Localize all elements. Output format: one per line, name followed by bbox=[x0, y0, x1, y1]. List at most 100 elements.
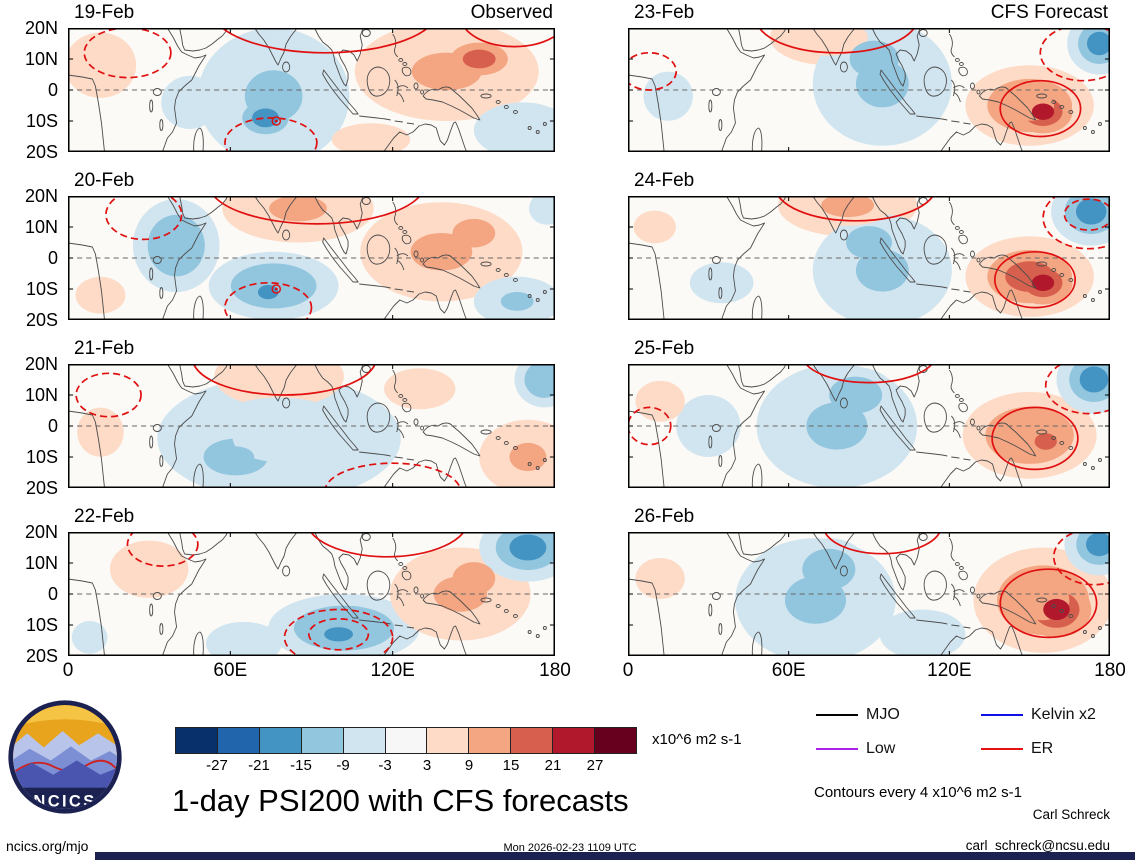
y-tick-label: 10N bbox=[24, 385, 58, 405]
colorbar-cells bbox=[175, 727, 637, 754]
footer-timestamp: Mon 2026-02-23 1109 UTC bbox=[503, 842, 637, 854]
red-contours bbox=[83, 28, 555, 152]
panel-frame bbox=[628, 28, 1110, 152]
panel-date-label: 23-Feb bbox=[634, 2, 695, 23]
x-axis-labels-forecast: 0 60E 120E 180 bbox=[623, 660, 1126, 686]
panel-frame bbox=[628, 196, 1110, 320]
map-canvas bbox=[68, 364, 555, 488]
y-tick-label: 10S bbox=[25, 447, 58, 467]
colorbar-tick: 9 bbox=[464, 757, 474, 774]
forecast-column: 23-Feb CFS Forecast 24-Feb 25-Feb 26-Feb bbox=[628, 0, 1110, 665]
legend-label: ER bbox=[1031, 740, 1054, 757]
logo-art: NCICS bbox=[13, 705, 117, 811]
ncics-logo: NCICS bbox=[8, 700, 122, 814]
colorbar-tick: 15 bbox=[502, 757, 520, 774]
x-tick-label: 120E bbox=[370, 660, 415, 681]
y-tick-label: 20N bbox=[24, 18, 58, 38]
colorbar-cell bbox=[301, 728, 344, 753]
panel-frame bbox=[68, 532, 555, 656]
y-tick-label: 20S bbox=[25, 646, 58, 666]
red-contours bbox=[628, 28, 1110, 138]
panel-frame bbox=[68, 196, 555, 320]
legend-item-low: Low bbox=[816, 740, 981, 758]
legend-item-kelvin-x2: Kelvin x2 bbox=[981, 706, 1116, 724]
colorbar-cell bbox=[385, 728, 428, 753]
coastlines bbox=[68, 196, 547, 320]
footer-email: carl_schreck@ncsu.edu bbox=[965, 838, 1110, 853]
y-tick-label: 0 bbox=[47, 248, 58, 268]
panel-date-label: 19-Feb bbox=[74, 2, 135, 23]
colorbar-tick-labels: -27 -21 -15 -9 -3 3 9 15 21 27 bbox=[175, 757, 637, 777]
y-tick-label: 20S bbox=[25, 142, 58, 162]
map-panel-22-feb: 22-Feb bbox=[68, 506, 555, 656]
x-tick-label: 180 bbox=[1094, 660, 1126, 681]
panel-frame bbox=[68, 28, 555, 152]
map-panel-25-feb: 25-Feb bbox=[628, 338, 1110, 488]
wave-legend: MJO Kelvin x2 Low ER bbox=[816, 706, 1116, 758]
red-contours bbox=[75, 364, 461, 488]
y-tick-label: 10N bbox=[24, 49, 58, 69]
anomaly-shading bbox=[633, 196, 1110, 320]
map-canvas bbox=[68, 28, 555, 152]
map-canvas bbox=[628, 532, 1110, 656]
anomaly-shading bbox=[635, 532, 1110, 656]
x-tick-label: 120E bbox=[927, 660, 972, 681]
panel-date-label: 20-Feb bbox=[74, 170, 135, 191]
y-tick-label: 10S bbox=[25, 111, 58, 131]
legend-line-icon bbox=[981, 714, 1023, 716]
colorbar: -27 -21 -15 -9 -3 3 9 15 21 27 bbox=[175, 727, 637, 777]
panel-date-label: 24-Feb bbox=[634, 170, 695, 191]
logo-text: NCICS bbox=[33, 793, 96, 811]
storm-marker-icon bbox=[271, 116, 282, 126]
y-tick-label: 20N bbox=[24, 522, 58, 542]
panel-date-label: 22-Feb bbox=[74, 506, 135, 527]
y-tick-label: 10S bbox=[25, 279, 58, 299]
legend-line-icon bbox=[816, 714, 858, 716]
y-tick-label: 20N bbox=[24, 186, 58, 206]
red-contours bbox=[777, 196, 1110, 309]
anomaly-shading bbox=[77, 364, 555, 488]
y-tick-label: 20S bbox=[25, 310, 58, 330]
x-axis-labels-observed: 0 60E 120E 180 bbox=[63, 660, 571, 686]
x-tick-label: 0 bbox=[622, 660, 634, 681]
map-panel-19-feb: 19-Feb Observed bbox=[68, 2, 555, 152]
colorbar-tick: -21 bbox=[248, 757, 270, 774]
panel-frame bbox=[628, 532, 1110, 656]
column-heading: Observed bbox=[470, 2, 553, 23]
storm-marker-icon bbox=[271, 284, 282, 294]
panel-date-label: 25-Feb bbox=[634, 338, 695, 359]
colorbar-tick: 3 bbox=[422, 757, 432, 774]
y-axis-labels: 20N 10N 0 10S 20S 20N 10N 0 10S 20S 20N 10N 0 10S 20S 2… bbox=[2, 0, 62, 665]
panel-frame bbox=[68, 364, 555, 488]
colorbar-tick: -9 bbox=[336, 757, 350, 774]
coastlines bbox=[628, 364, 1102, 488]
red-contours bbox=[628, 364, 1110, 471]
colorbar-tick: -27 bbox=[206, 757, 228, 774]
coastlines bbox=[68, 532, 547, 656]
red-contours bbox=[823, 532, 1110, 639]
footer-site-url: ncics.org/mjo bbox=[6, 838, 89, 854]
legend-label: Low bbox=[866, 740, 896, 757]
colorbar-cell bbox=[176, 728, 218, 753]
y-tick-label: 0 bbox=[47, 416, 58, 436]
coastlines bbox=[628, 28, 1102, 152]
anomaly-shading bbox=[71, 532, 555, 656]
y-tick-label: 20N bbox=[24, 354, 58, 374]
map-canvas bbox=[628, 28, 1110, 152]
legend-label: Kelvin x2 bbox=[1031, 706, 1096, 723]
legend-line-icon bbox=[981, 748, 1023, 750]
page-title: 1-day PSI200 with CFS forecasts bbox=[172, 783, 629, 818]
map-canvas bbox=[628, 364, 1110, 488]
colorbar-cell bbox=[553, 728, 596, 753]
panel-frame bbox=[628, 364, 1110, 488]
colorbar-tick: -3 bbox=[378, 757, 392, 774]
map-panel-24-feb: 24-Feb bbox=[628, 170, 1110, 320]
legend-label: MJO bbox=[866, 706, 900, 723]
colorbar-tick: -15 bbox=[290, 757, 312, 774]
anomaly-shading bbox=[68, 28, 555, 152]
legend-item-mjo: MJO bbox=[816, 706, 981, 724]
y-tick-label: 20S bbox=[25, 478, 58, 498]
y-tick-label: 0 bbox=[47, 584, 58, 604]
map-canvas bbox=[68, 532, 555, 656]
